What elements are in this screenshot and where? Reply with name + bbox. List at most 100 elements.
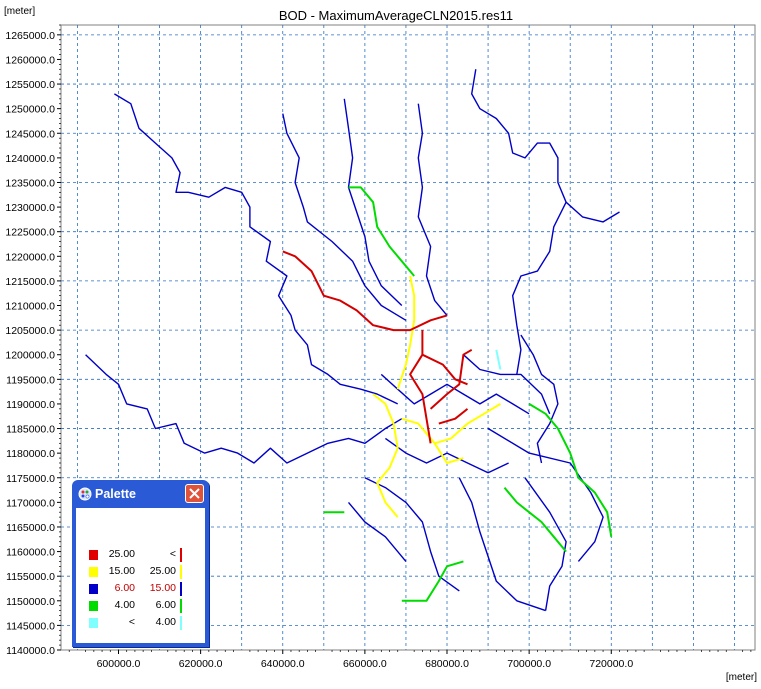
y-tick-label: 1230000.0: [5, 202, 55, 214]
river-segment: [429, 348, 473, 410]
y-tick-label: 1200000.0: [5, 350, 55, 362]
palette-window[interactable]: Palette 25.00 <15.00 25.00 6.00 15.00 4.00 6.0…: [72, 480, 209, 647]
palette-line-sample: [180, 582, 182, 596]
y-unit-label: [meter]: [4, 6, 35, 17]
palette-swatch: [89, 550, 98, 560]
palette-low: 4.00: [114, 599, 135, 611]
y-tick-label: 1150000.0: [6, 596, 55, 608]
river-segment: [401, 560, 464, 602]
x-tick-label: 640000.0: [261, 658, 305, 670]
palette-high: 25.00: [149, 565, 176, 577]
close-button[interactable]: [185, 484, 204, 503]
palette-legend: 25.00 <15.00 25.00 6.00 15.00 4.00 6.00 <4.00: [76, 508, 205, 643]
y-tick-label: 1220000.0: [5, 251, 55, 263]
palette-high: 4.00: [155, 616, 176, 628]
palette-swatch: [89, 618, 98, 628]
river-segment: [282, 113, 407, 321]
palette-row: 15.00 25.00: [76, 565, 205, 579]
y-tick-label: 1165000.0: [6, 522, 55, 534]
river-segment: [524, 477, 567, 611]
x-tick-label: 680000.0: [425, 658, 469, 670]
river-segment: [417, 103, 448, 316]
river-segment: [282, 250, 448, 332]
palette-swatch: [89, 567, 98, 577]
palette-high: <: [169, 548, 176, 560]
river-segment: [528, 403, 613, 537]
river-segment: [384, 437, 509, 474]
palette-row: 4.00 6.00: [76, 599, 205, 613]
palette-line-sample: [180, 599, 182, 613]
y-tick-label: 1240000.0: [5, 153, 55, 165]
palette-low: 6.00: [114, 582, 135, 594]
palette-row: 6.00 15.00: [76, 582, 205, 596]
palette-title: Palette: [95, 487, 136, 501]
x-tick-label: 700000.0: [507, 658, 551, 670]
river-segment: [487, 427, 604, 562]
palette-icon: [78, 487, 92, 501]
palette-low: 25.00: [108, 548, 135, 560]
x-unit-label: [meter]: [726, 672, 757, 683]
y-tick-label: 1155000.0: [6, 571, 55, 583]
palette-titlebar[interactable]: Palette: [72, 480, 209, 508]
y-tick-label: 1160000.0: [6, 547, 55, 559]
river-segment: [364, 477, 460, 592]
palette-row: 25.00 <: [76, 548, 205, 562]
river-segment: [409, 330, 432, 444]
river-segment: [495, 349, 502, 370]
palette-low: 15.00: [108, 565, 135, 577]
y-tick-label: 1210000.0: [5, 301, 55, 313]
y-tick-label: 1195000.0: [6, 374, 55, 386]
river-segment: [114, 93, 399, 405]
river-segment: [421, 353, 468, 386]
x-tick-label: 600000.0: [97, 658, 141, 670]
y-tick-label: 1225000.0: [5, 227, 55, 239]
palette-line-sample: [180, 548, 182, 562]
y-tick-label: 1185000.0: [6, 424, 55, 436]
river-network: [85, 69, 620, 612]
river-segment: [85, 354, 403, 464]
y-tick-label: 1245000.0: [5, 128, 55, 140]
y-tick-label: 1265000.0: [5, 30, 55, 42]
palette-line-sample: [180, 565, 182, 579]
palette-high: 6.00: [155, 599, 176, 611]
river-segment: [512, 201, 567, 375]
river-segment: [471, 69, 620, 223]
river-segment: [503, 486, 567, 553]
palette-line-sample: [180, 616, 182, 630]
y-tick-label: 1170000.0: [6, 497, 55, 509]
palette-high: 15.00: [149, 582, 176, 594]
river-segment: [348, 186, 415, 277]
river-segment: [401, 403, 501, 445]
river-segment: [343, 98, 403, 307]
y-tick-label: 1255000.0: [5, 79, 55, 91]
river-segment: [520, 334, 559, 464]
river-segment: [433, 442, 464, 464]
y-tick-label: 1215000.0: [5, 276, 55, 288]
palette-low: <: [128, 616, 135, 628]
palette-row: <4.00: [76, 616, 205, 630]
river-segment: [380, 373, 530, 415]
y-tick-label: 1190000.0: [6, 399, 55, 411]
x-tick-label: 720000.0: [589, 658, 633, 670]
river-segment: [396, 275, 416, 390]
river-segment: [438, 408, 469, 425]
river-segment: [462, 354, 551, 415]
y-tick-label: 1205000.0: [5, 325, 55, 337]
river-segment: [347, 501, 407, 562]
palette-swatch: [89, 601, 98, 611]
x-axis: 600000.0 620000.0 640000.0 660000.0 680000.0…: [68, 650, 752, 670]
chart-title: BOD - MaximumAverageCLN2015.res11: [279, 8, 513, 23]
grid: [61, 25, 755, 650]
y-tick-label: 1175000.0: [6, 473, 55, 485]
river-segment: [372, 393, 399, 518]
palette-swatch: [89, 584, 98, 594]
y-tick-label: 1250000.0: [5, 104, 55, 116]
x-tick-label: 660000.0: [343, 658, 387, 670]
plot-frame: [60, 24, 756, 651]
y-axis: 1140000.0 1145000.0 1150000.0 1155000.0 1160…: [5, 24, 61, 657]
river-segment: [458, 477, 546, 612]
x-tick-label: 620000.0: [179, 658, 223, 670]
y-tick-label: 1140000.0: [6, 645, 55, 657]
close-icon: [189, 488, 200, 499]
